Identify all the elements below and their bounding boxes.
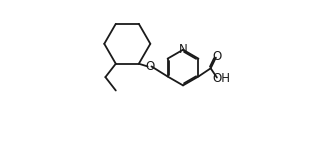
Text: O: O (145, 60, 154, 73)
Text: N: N (179, 43, 188, 56)
Text: O: O (212, 50, 221, 63)
Text: OH: OH (212, 72, 230, 85)
